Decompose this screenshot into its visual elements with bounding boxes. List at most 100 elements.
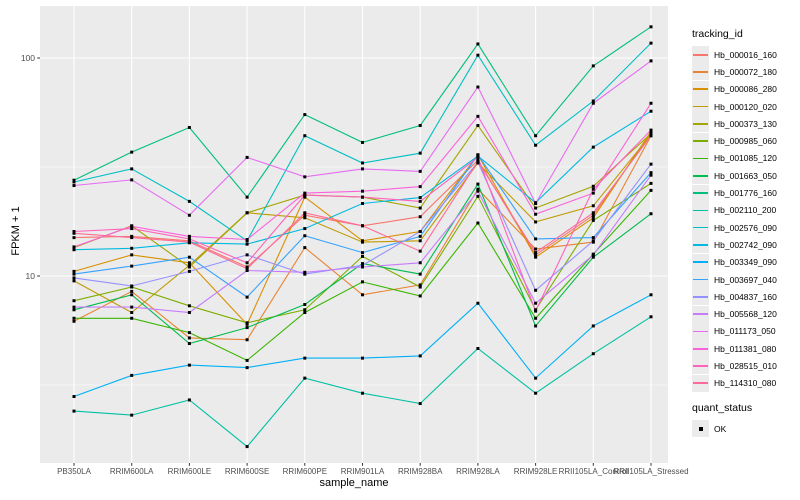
data-point [361,356,364,360]
data-point [72,231,76,235]
data-point [476,301,480,305]
data-point [649,171,653,175]
data-point [187,263,191,267]
data-point [130,316,134,320]
legend-key [692,420,709,438]
legend-item-label: Hb_004837_160 [714,291,777,302]
legend-line-swatch-icon [693,123,708,125]
legend-item: Hb_001776_160 [692,184,798,202]
data-point [245,268,249,272]
data-point [130,413,134,417]
data-point [72,319,76,323]
data-point [591,324,595,328]
data-point [187,342,191,346]
data-point [303,175,307,179]
data-point [130,311,134,315]
data-point [72,248,76,252]
legend-key [692,305,709,323]
data-point [245,261,249,265]
legend-item: Hb_004837_160 [692,288,798,306]
x-tick-label: RRIM600SE [225,467,269,476]
data-point [361,263,364,267]
data-point [591,253,595,257]
data-point [418,272,422,276]
data-point [245,321,249,325]
data-point [591,101,595,105]
legend-item: Hb_003349_090 [692,253,798,271]
legend-item: Hb_114310_080 [692,374,798,392]
x-tick-label: RRIM928BA [398,467,443,476]
legend-key [692,115,709,133]
data-point [303,134,307,138]
legend-key [692,357,709,375]
data-point [534,206,538,210]
legend-line-swatch-icon [693,244,708,246]
legend-item-label: Hb_000016_160 [714,49,777,60]
data-point [245,211,249,215]
data-point [649,188,653,192]
data-point [245,338,249,342]
legend-title-quant-status: quant_status [692,401,753,414]
legend-item-label: Hb_002110_200 [714,205,777,216]
legend-key [692,80,709,98]
legend-item: Hb_003697_040 [692,271,798,288]
x-tick-label: RRIM600PE [283,467,327,476]
data-point [187,398,191,402]
data-point [591,204,595,208]
data-point [418,196,422,200]
data-point [130,289,134,293]
data-point [303,270,307,274]
legend-line-swatch-icon [693,71,708,73]
data-point [130,178,134,182]
data-point [303,213,307,217]
data-point [361,195,364,199]
data-point [187,234,191,238]
data-point [245,358,249,362]
x-tick-label: RRII105LA_Control [559,467,629,476]
data-point [649,41,653,45]
data-point [130,224,134,228]
data-point [245,195,249,199]
data-point [476,153,480,157]
data-point [303,191,307,195]
data-point [591,213,595,217]
legend-line-swatch-icon [693,140,708,142]
data-point [361,280,364,284]
x-axis-title: sample_name [319,477,389,489]
data-point [187,265,191,269]
data-point [476,155,480,159]
data-point [72,230,76,234]
legend-item-quant-ok: OK [692,420,798,438]
data-point [591,99,595,103]
legend-line-swatch-icon [693,261,708,264]
legend-items: Hb_000016_160 Hb_000072_180 Hb_000086_280 H… [692,46,798,392]
data-point [534,143,538,147]
x-tick-label: RRII105LA_Stressed [613,467,688,476]
legend-line-swatch-icon [693,53,708,56]
legend-line-swatch-icon [693,88,708,91]
x-tick-label: RRIM928LE [514,467,558,476]
data-point [476,53,480,57]
data-point [245,242,249,246]
data-point [591,64,595,68]
data-point [418,261,422,265]
legend: tracking_id Hb_000016_160 Hb_000072_180 Hb… [692,28,798,438]
legend-item: Hb_000072_180 [692,63,798,81]
data-point [591,184,595,188]
data-point [591,216,595,220]
legend-item-label: Hb_002576_090 [714,222,777,233]
data-point [245,267,249,271]
legend-item: Hb_001663_050 [692,167,798,185]
data-point [72,272,76,276]
data-point [72,180,76,184]
data-point [303,234,307,238]
data-point [418,234,422,238]
data-point [649,212,653,216]
data-point [361,167,364,171]
data-point [476,85,480,89]
data-point [361,251,364,255]
legend-item-label: Hb_114310_080 [714,378,777,389]
data-point [649,132,653,136]
data-point [130,293,134,297]
data-point [649,101,653,105]
